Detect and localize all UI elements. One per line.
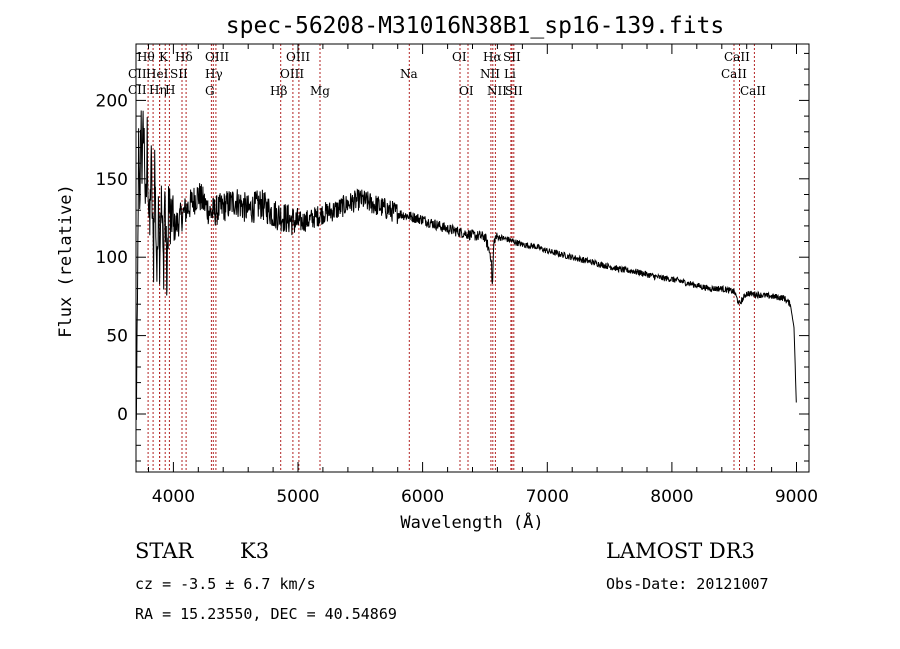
spectrum-info: STAR K3 LAMOST DR3 cz = -3.5 ± 6.7 km/s … — [135, 539, 769, 623]
survey-name: LAMOST DR3 — [606, 539, 755, 563]
redshift-text: cz = -3.5 ± 6.7 km/s — [135, 575, 316, 593]
line-label-nii-a: NII — [480, 67, 500, 81]
x-tick-label: 6000 — [401, 487, 444, 507]
spectral-line-markers — [147, 44, 755, 472]
line-label-sii-c: SII — [505, 84, 523, 98]
line-label-halpha: Hα — [483, 50, 502, 64]
y-axis-ticks: 0 50 100 150 200 — [96, 52, 809, 462]
line-label-oi-a: OI — [452, 50, 467, 64]
line-label-na: Na — [400, 67, 418, 81]
y-axis-label: Flux (relative) — [56, 184, 76, 338]
line-label-oiii-a: OIII — [205, 50, 229, 64]
spectral-line-labels: Hθ CII CII HeI Hη K H SII Hδ OIII Hγ G H… — [128, 50, 766, 98]
line-label-li: Li — [504, 67, 516, 81]
line-label-oi-b: OI — [459, 84, 474, 98]
line-label-hbeta: Hβ — [270, 84, 287, 98]
x-tick-label: 4000 — [152, 487, 195, 507]
line-label-k: K — [159, 50, 169, 64]
x-tick-label: 7000 — [526, 487, 569, 507]
x-axis-ticks: 4000 5000 6000 7000 8000 9000 — [148, 44, 818, 507]
line-label-hdelta: Hδ — [175, 50, 193, 64]
line-label-oiii-c: OIII — [280, 67, 304, 81]
line-label-cii-a: CII — [128, 67, 147, 81]
line-label-caii-a: CaII — [724, 50, 750, 64]
line-label-mg: Mg — [310, 84, 330, 98]
line-label-h: H — [165, 83, 175, 97]
line-label-caii-c: CaII — [740, 84, 766, 98]
y-tick-label: 100 — [96, 248, 128, 268]
line-label-heta: Hη — [149, 83, 167, 97]
line-label-oiii-b: OIII — [286, 50, 310, 64]
line-label-caii-b: CaII — [721, 67, 747, 81]
line-label-cii-b: CII — [128, 83, 147, 97]
x-axis-label: Wavelength (Å) — [400, 511, 543, 533]
line-label-sii-a: SII — [170, 67, 188, 81]
y-tick-label: 50 — [106, 327, 128, 347]
line-label-sii-b: SII — [503, 50, 521, 64]
spectrum-line — [135, 110, 797, 421]
coordinates-text: RA = 15.23550, DEC = 40.54869 — [135, 605, 397, 623]
x-tick-label: 8000 — [650, 487, 693, 507]
y-tick-label: 0 — [117, 405, 128, 425]
plot-area: 4000 5000 6000 7000 8000 9000 0 50 100 150 200 — [96, 43, 818, 507]
x-tick-label: 9000 — [775, 487, 818, 507]
plot-frame — [135, 43, 810, 473]
line-label-nii-b: NII — [487, 84, 507, 98]
line-label-hei: HeI — [146, 67, 169, 81]
line-label-g: G — [205, 84, 215, 98]
x-tick-label: 5000 — [276, 487, 319, 507]
obs-date-text: Obs-Date: 20121007 — [606, 575, 769, 593]
object-class: STAR — [135, 539, 194, 563]
chart-title: spec-56208-M31016N38B1_sp16-139.fits — [226, 13, 725, 39]
line-label-hgamma: Hγ — [205, 67, 223, 81]
line-label-hth: Hθ — [137, 50, 155, 64]
object-subclass: K3 — [240, 539, 269, 563]
y-tick-label: 150 — [96, 170, 128, 190]
y-tick-label: 200 — [96, 91, 128, 111]
